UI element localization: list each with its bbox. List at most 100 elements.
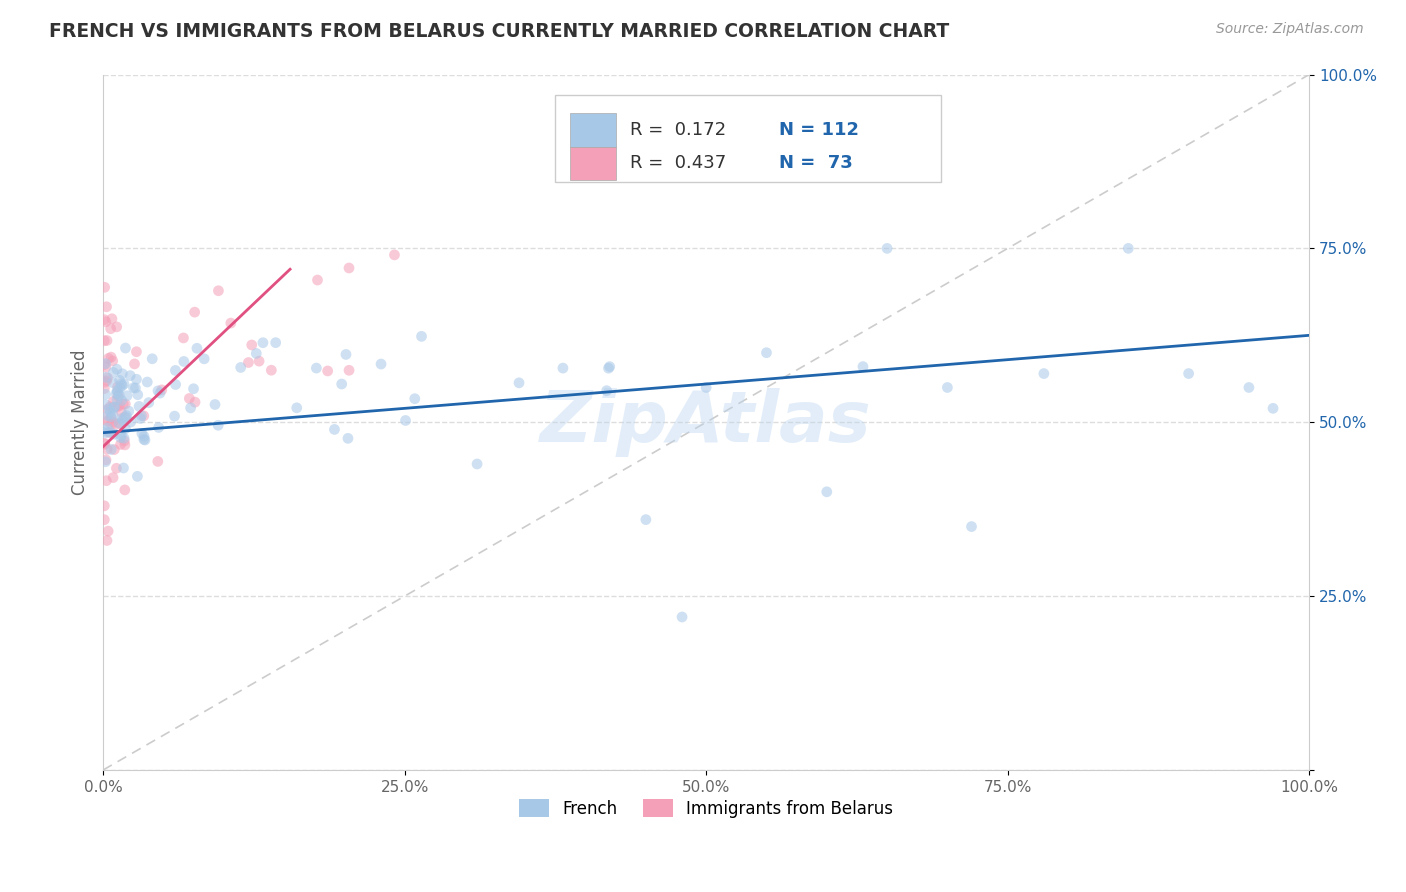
Point [465, 457, 488, 471]
Point [219, 316, 242, 330]
Point [94, 453, 117, 467]
Point [128, 400, 150, 414]
Point [240, 338, 263, 352]
Point [111, 367, 134, 381]
Point [180, 401, 202, 415]
Point [103, 442, 125, 457]
Text: FRENCH VS IMMIGRANTS FROM BELARUS CURRENTLY MARRIED CORRELATION CHART: FRENCH VS IMMIGRANTS FROM BELARUS CURREN… [49, 22, 949, 41]
Point [112, 431, 135, 445]
Point [335, 347, 357, 361]
Point [695, 380, 717, 394]
Point [264, 335, 287, 350]
Point [96, 421, 118, 435]
Point [238, 355, 260, 369]
Legend: French, Immigrants from Belarus: French, Immigrants from Belarus [513, 793, 900, 824]
Text: Source: ZipAtlas.com: Source: ZipAtlas.com [1216, 22, 1364, 37]
Point [97, 351, 120, 366]
Point [384, 248, 406, 262]
Point [114, 483, 136, 497]
Text: N =  73: N = 73 [779, 154, 852, 172]
Point [252, 335, 274, 350]
Point [599, 359, 621, 374]
Point [94, 315, 117, 329]
Point [100, 409, 122, 424]
Point [100, 410, 122, 425]
Text: R =  0.437: R = 0.437 [630, 154, 727, 172]
Point [94, 398, 117, 412]
Point [105, 319, 128, 334]
Point [124, 381, 146, 395]
Point [98, 425, 121, 440]
Point [96, 300, 118, 314]
Point [146, 454, 169, 468]
Point [125, 344, 148, 359]
Point [165, 377, 187, 392]
Point [110, 405, 132, 419]
Point [150, 383, 173, 397]
Point [127, 469, 149, 483]
Point [101, 407, 124, 421]
Point [285, 401, 308, 415]
Point [107, 389, 129, 403]
Point [93, 280, 115, 294]
Point [163, 409, 186, 424]
Point [108, 373, 131, 387]
Point [186, 341, 208, 355]
Point [138, 395, 160, 409]
Point [108, 399, 131, 413]
Point [96, 442, 118, 457]
Point [146, 384, 169, 398]
Point [247, 354, 270, 368]
Point [183, 382, 205, 396]
Point [245, 346, 267, 360]
Point [94, 375, 117, 389]
Point [131, 426, 153, 441]
Point [132, 433, 155, 447]
Point [105, 362, 128, 376]
FancyBboxPatch shape [569, 113, 616, 147]
Point [101, 376, 124, 390]
Point [108, 388, 131, 402]
Point [132, 429, 155, 443]
Point [96, 474, 118, 488]
Point [111, 411, 134, 425]
Point [110, 430, 132, 444]
Point [852, 359, 875, 374]
Point [100, 321, 122, 335]
Point [111, 378, 134, 392]
Point [105, 400, 128, 414]
Point [112, 376, 135, 391]
Point [105, 384, 128, 398]
Point [172, 331, 194, 345]
Point [508, 376, 530, 390]
Point [183, 305, 205, 319]
Point [207, 418, 229, 433]
Point [101, 394, 124, 409]
Point [112, 461, 135, 475]
Text: R =  0.172: R = 0.172 [630, 121, 727, 139]
Point [98, 405, 121, 419]
Point [114, 438, 136, 452]
Point [125, 372, 148, 386]
Point [96, 371, 118, 385]
Point [93, 382, 115, 396]
Point [131, 409, 153, 423]
Point [100, 350, 122, 364]
FancyBboxPatch shape [555, 95, 942, 182]
Point [112, 434, 135, 448]
Point [179, 392, 201, 406]
Point [574, 151, 596, 165]
Point [105, 386, 128, 401]
Point [93, 513, 115, 527]
Point [595, 384, 617, 398]
Point [118, 404, 141, 418]
Point [94, 425, 117, 440]
Point [112, 397, 135, 411]
Point [122, 381, 145, 395]
Point [101, 354, 124, 368]
Point [96, 533, 118, 548]
Point [316, 364, 339, 378]
Point [204, 397, 226, 411]
Point [337, 363, 360, 377]
Point [411, 329, 433, 343]
